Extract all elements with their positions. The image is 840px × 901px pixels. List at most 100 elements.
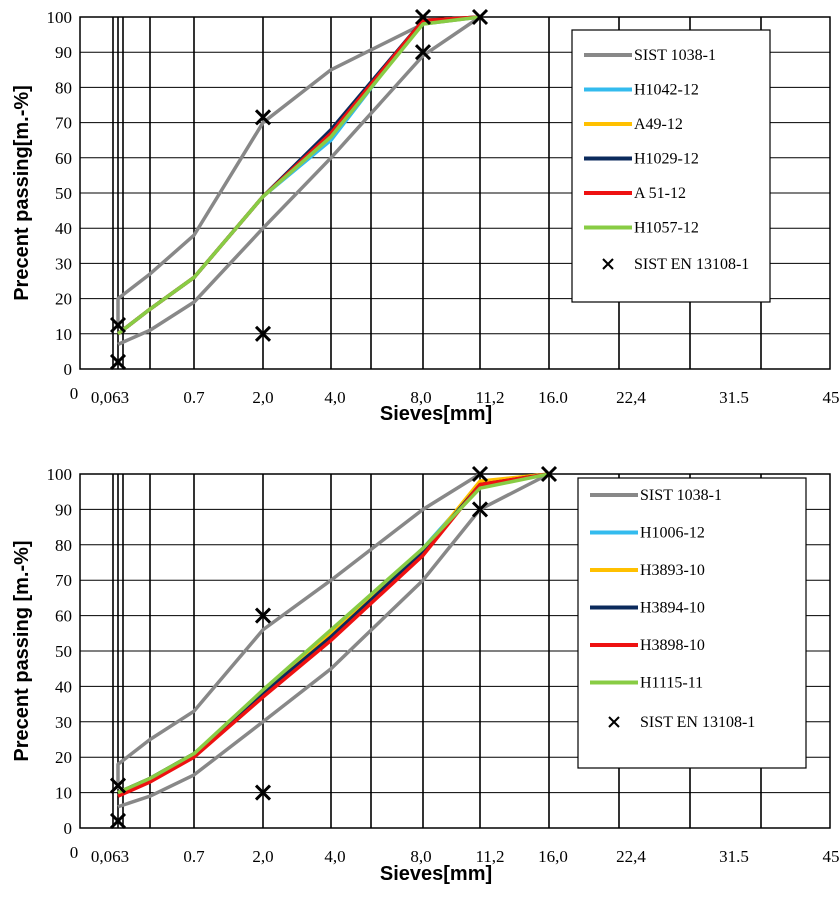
x-tick-label: 4,0 (324, 847, 345, 866)
x-origin-label: 0 (70, 843, 79, 862)
chart-2: 0 10 20 30 40 50 60 70 80 90 100 0 0,063 0.7 2,0 4,0 8,0… (11, 465, 840, 885)
y-tick-label: 20 (55, 748, 72, 767)
x-tick-label: 16,0 (538, 847, 568, 866)
x-tick-label: 11,2 (475, 847, 504, 866)
legend-label: A 51-12 (634, 185, 686, 202)
x-tick-label: 4,0 (324, 388, 345, 407)
y-tick-label: 0 (64, 819, 73, 838)
y-tick-label: 10 (55, 325, 72, 344)
limit-marker-stroke (471, 8, 489, 26)
limit-marker (109, 812, 127, 829)
limit-marker (471, 501, 489, 518)
limit-marker-stroke (254, 109, 272, 126)
legend-label: H3894-10 (640, 600, 705, 617)
x-tick-label: 16.0 (538, 388, 568, 407)
x-tick-label: 0,063 (91, 847, 129, 866)
limit-marker-stroke (109, 316, 127, 334)
y-axis-title: Precent passing[m.-%] (11, 85, 33, 301)
legend-label: H1006-12 (640, 525, 705, 542)
legend-label: SIST 1038-1 (640, 487, 722, 504)
limit-marker (471, 8, 489, 26)
y-tick-label: 50 (55, 642, 72, 661)
y-tick-label: 90 (55, 500, 72, 519)
series-line (117, 472, 550, 809)
y-tick-label: 20 (55, 290, 72, 309)
y-tick-label: 40 (55, 219, 72, 238)
limit-marker (254, 784, 272, 801)
x-tick-label: 22,4 (616, 388, 646, 407)
x-tick-label: 22,4 (616, 847, 646, 866)
y-tick-label: 30 (55, 254, 72, 273)
series-line (116, 15, 481, 327)
legend: SIST 1038-1 H1042-12 A49-12 H1029-12 A 51-12… (571, 29, 771, 303)
x-tick-label: 11,2 (475, 388, 504, 407)
x-tick-label: 31.5 (719, 388, 749, 407)
limit-marker-stroke (414, 8, 432, 26)
limit-marker-stroke (471, 501, 489, 518)
y-tick-label: 80 (55, 536, 72, 555)
x-origin-label: 0 (70, 384, 79, 403)
limit-marker (254, 607, 272, 624)
legend-label: H3893-10 (640, 562, 705, 579)
y-tick-label: 60 (55, 607, 72, 626)
limit-marker-stroke (254, 325, 272, 342)
series-line (117, 15, 481, 346)
limit-marker-stroke (109, 353, 127, 371)
limit-marker (540, 465, 558, 483)
chart-1: 0 10 20 30 40 50 60 70 80 90 100 0 0,063 0.7 2,0 4,0 8,0… (11, 8, 840, 425)
legend-label: SIST EN 13108-1 (640, 714, 755, 731)
limit-marker-stroke (414, 44, 432, 61)
legend-label: H1057-12 (634, 220, 699, 237)
limit-marker-stroke (254, 607, 272, 624)
legend-label: H1042-12 (634, 82, 699, 99)
legend-label: SIST EN 13108-1 (634, 256, 749, 273)
legend-box (571, 29, 771, 303)
x-tick-label: 45 (823, 388, 840, 407)
legend-label: A49-12 (634, 116, 683, 133)
x-tick-label: 31.5 (719, 847, 749, 866)
series-line (116, 15, 481, 336)
limit-marker-stroke (254, 784, 272, 801)
limit-marker (109, 777, 127, 794)
x-tick-label: 8,0 (410, 388, 431, 407)
y-tick-label: 70 (55, 114, 72, 133)
legend-marker-stroke (608, 716, 620, 728)
limit-marker (254, 109, 272, 126)
legend-label: H1029-12 (634, 151, 699, 168)
y-tick-label: 0 (64, 360, 73, 379)
legend-label: H1115-11 (640, 675, 703, 692)
x-axis-title: Sieves[mm] (380, 403, 492, 425)
limit-marker-stroke (540, 465, 558, 483)
y-tick-label: 80 (55, 78, 72, 97)
y-tick-label: 100 (47, 8, 73, 27)
legend-marker-stroke (602, 258, 614, 270)
y-tick-label: 70 (55, 571, 72, 590)
y-tick-label: 30 (55, 713, 72, 732)
y-tick-label: 50 (55, 184, 72, 203)
limit-marker (414, 44, 432, 61)
x-axis-title: Sieves[mm] (380, 863, 492, 885)
y-tick-label: 10 (55, 784, 72, 803)
limit-marker (471, 465, 489, 483)
y-tick-label: 90 (55, 43, 72, 62)
limit-marker-stroke (109, 777, 127, 794)
y-tick-label: 40 (55, 677, 72, 696)
y-axis-title: Precent passing [m.-%] (11, 540, 33, 761)
limit-marker-stroke (471, 465, 489, 483)
legend: SIST 1038-1 H1006-12 H3893-10 H3894-10 H3898… (577, 477, 807, 769)
legend-label: SIST 1038-1 (634, 47, 716, 64)
limit-marker (414, 8, 432, 26)
x-tick-label: 0.7 (183, 388, 205, 407)
x-tick-label: 45 (823, 847, 840, 866)
y-tick-label: 60 (55, 149, 72, 168)
limit-marker (254, 325, 272, 342)
x-tick-label: 8,0 (410, 847, 431, 866)
limit-marker (109, 316, 127, 334)
x-tick-label: 0.7 (183, 847, 205, 866)
x-tick-label: 2,0 (252, 847, 273, 866)
legend-label: H3898-10 (640, 637, 705, 654)
y-tick-label: 100 (47, 465, 73, 484)
limit-marker-stroke (109, 812, 127, 829)
limit-marker (109, 353, 127, 371)
